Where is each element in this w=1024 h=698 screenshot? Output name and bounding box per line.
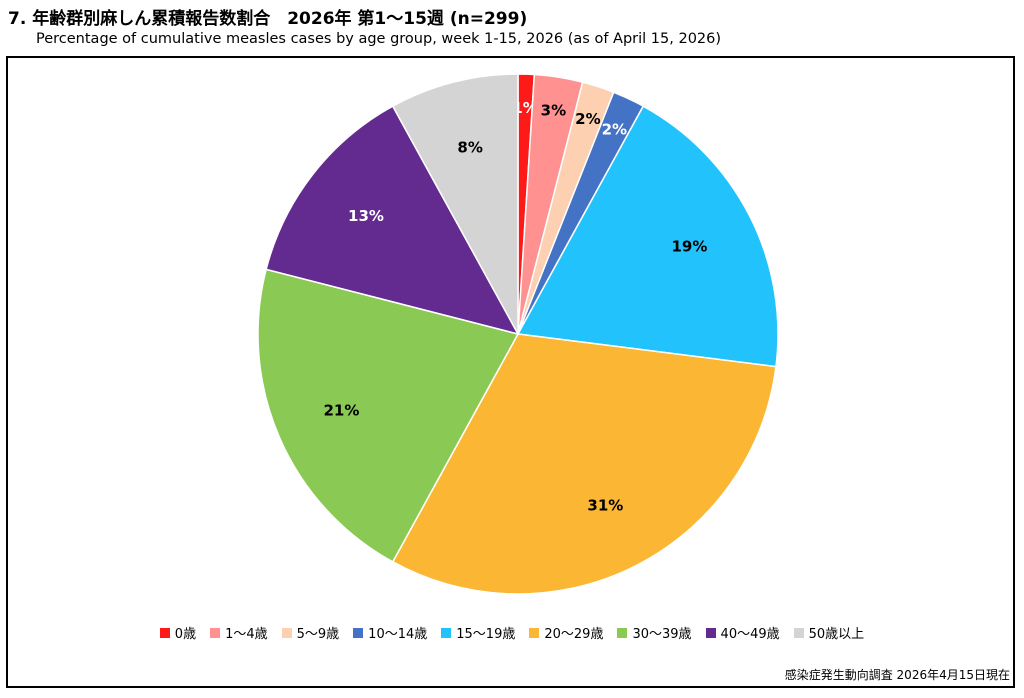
chart-title: 7. 年齢群別麻しん累積報告数割合 2026年 第1～15週 (n=299) (8, 9, 528, 29)
legend-item-4: 15～19歳 (441, 623, 515, 642)
chart-subtitle: Percentage of cumulative measles cases b… (36, 31, 722, 47)
pie-slice-4 (516, 105, 779, 368)
legend-swatch (210, 627, 221, 638)
slice-label-5: 31% (587, 496, 623, 514)
slice-label-2: 2% (575, 110, 600, 128)
legend-label: 30～39歳 (632, 627, 692, 642)
source-note: 感染症発生動向調査 2026年4月15日現在 (784, 668, 1010, 682)
legend-item-2: 5～9歳 (281, 623, 340, 642)
legend-item-8: 50歳以上 (793, 623, 865, 642)
legend-label: 10～14歳 (368, 627, 428, 642)
legend-swatch (793, 627, 804, 638)
pie-slice-8 (391, 73, 519, 335)
legend-label: 15～19歳 (456, 627, 516, 642)
legend-label: 50歳以上 (808, 627, 865, 642)
slice-label-3: 2% (602, 120, 627, 138)
slice-label-7: 13% (348, 207, 384, 225)
legend-item-5: 20～29歳 (529, 623, 603, 642)
legend-label: 5～9歳 (296, 627, 340, 642)
legend-swatch (705, 627, 716, 638)
pie-slice-6 (257, 268, 520, 563)
legend-item-6: 30～39歳 (617, 623, 692, 642)
slice-label-6: 21% (323, 401, 359, 419)
legend-item-7: 40～49歳 (705, 623, 780, 642)
legend-swatch (617, 627, 628, 638)
slice-label-8: 8% (457, 139, 482, 157)
chart-frame (6, 56, 1015, 688)
slice-label-4: 19% (671, 238, 707, 256)
legend-swatch (353, 627, 364, 638)
legend-item-0: 0歳 (159, 623, 197, 642)
legend-label: 0歳 (174, 627, 197, 642)
legend-label: 20～29歳 (544, 627, 604, 642)
legend: 0歳 1～4歳 5～9歳 10～14歳 15～19歳 20～29歳 30～39歳 40～49歳… (0, 623, 1024, 642)
legend-label: 1～4歳 (225, 627, 268, 642)
legend-swatch (529, 627, 540, 638)
pie-slice-7 (265, 105, 520, 336)
legend-item-1: 1～4歳 (210, 623, 268, 642)
legend-label: 40～49歳 (720, 627, 780, 642)
legend-swatch (159, 627, 170, 638)
legend-swatch (281, 627, 292, 638)
legend-swatch (441, 627, 452, 638)
pie-slice-5 (391, 333, 777, 595)
legend-item-3: 10～14歳 (353, 623, 427, 642)
slice-label-1: 3% (541, 102, 566, 120)
